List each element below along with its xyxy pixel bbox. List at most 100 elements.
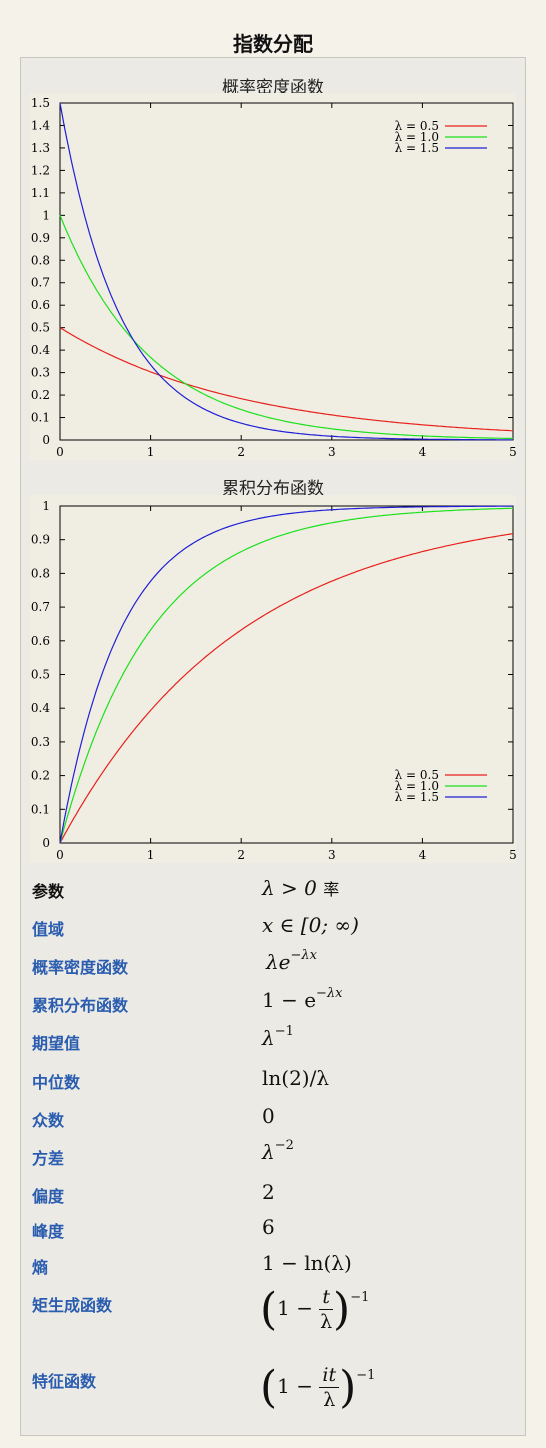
mgf-lead: 1 − [277, 1296, 314, 1320]
pdf-ytick-label-13: 1.3 [31, 141, 50, 155]
prop-value-median: ln(2)/λ [262, 1066, 330, 1090]
cf-fraction: it λ [319, 1363, 340, 1412]
prop-value-cdf-sup: −λx [316, 986, 343, 1002]
page-title: 指数分配 [233, 32, 313, 56]
pdf-series-2-line [59, 102, 513, 441]
pdf-ytick-label-15: 1.5 [31, 96, 50, 110]
prop-value-parameter-suffix: 率 [323, 880, 340, 899]
prop-value-cdf: 1 − e−λx [262, 986, 343, 1012]
pdf-ytick-label-12: 1.2 [31, 163, 50, 177]
pdf-xtick-label-2: 2 [237, 445, 245, 459]
prop-label-variance: 方差 [32, 1149, 65, 1168]
prop-value-parameter-main: λ > 0 [262, 876, 317, 900]
prop-label-mgf: 矩生成函数 [32, 1296, 113, 1315]
prop-value-support-main: x ∈ [0; ∞) [262, 913, 359, 937]
pdf-legend-label-2: λ = 1.5 [395, 141, 439, 155]
cdf-ytick-label-2: 0.2 [31, 769, 50, 783]
prop-label-median: 中位数 [32, 1073, 81, 1092]
pdf-ytick-label-9: 0.9 [31, 231, 50, 245]
prop-value-pdf: λe−λx [266, 948, 317, 974]
prop-value-parameter: λ > 0 率 [262, 876, 339, 900]
cdf-legend-label-1: λ = 1.0 [395, 779, 439, 793]
prop-label-support: 值域 [32, 920, 65, 939]
cdf-ytick-label-0: 0 [42, 836, 50, 850]
mgf-numerator: t [319, 1285, 334, 1310]
cdf-xtick-label-5: 5 [509, 848, 517, 862]
pdf-plot-frame [59, 102, 514, 441]
pdf-ytick-label-1: 0.1 [31, 411, 50, 425]
pdf-xtick-label-0: 0 [56, 445, 64, 459]
cf-numerator: it [319, 1363, 340, 1388]
prop-value-kurtosis: 6 [262, 1215, 275, 1239]
pdf-ytick-label-10: 1 [42, 208, 50, 222]
mgf-exponent: −1 [350, 1290, 370, 1305]
cf-left-paren: ( [260, 1362, 278, 1413]
prop-value-mean: λ−1 [262, 1024, 294, 1050]
pdf-ytick-label-11: 1.1 [31, 186, 50, 200]
pdf-chart: 0 0.1 0.2 0.3 0.4 0.5 0.6 0.7 0.8 0.9 1 1.1 1.2 1.3 1.… [30, 93, 517, 460]
prop-label-mode: 众数 [32, 1111, 65, 1130]
prop-label-entropy: 熵 [32, 1258, 49, 1277]
cdf-series-0-line [59, 533, 514, 844]
pdf-ytick-label-14: 1.4 [31, 118, 50, 132]
cf-exponent: −1 [356, 1368, 376, 1383]
cdf-ytick-label-8: 0.8 [31, 566, 50, 580]
prop-label-mean: 期望值 [32, 1034, 81, 1053]
prop-value-cdf-base: 1 − e [262, 988, 317, 1012]
prop-value-mode: 0 [262, 1104, 275, 1128]
cdf-ytick-label-4: 0.4 [31, 701, 50, 715]
pdf-xtick-label-4: 4 [419, 445, 427, 459]
mgf-left-paren: ( [260, 1284, 278, 1335]
prop-value-pdf-base: λe [266, 950, 291, 974]
prop-value-support: x ∈ [0; ∞) [262, 913, 359, 937]
prop-value-entropy: 1 − ln(λ) [262, 1251, 352, 1275]
cdf-legend-label-2: λ = 1.5 [395, 790, 439, 804]
cdf-xtick-label-2: 2 [237, 848, 245, 862]
cdf-ytick-label-3: 0.3 [31, 735, 50, 749]
prop-value-variance-sup: −2 [274, 1138, 294, 1154]
cdf-background [30, 495, 516, 863]
pdf-ytick-label-2: 0.2 [31, 388, 50, 402]
pdf-xtick-label-5: 5 [509, 445, 517, 459]
pdf-ytick-label-0: 0 [42, 433, 50, 447]
pdf-xtick-label-3: 3 [328, 445, 336, 459]
cdf-ytick-label-10: 1 [42, 499, 50, 513]
prop-label-parameter: 参数 [32, 882, 65, 901]
cdf-xtick-label-4: 4 [419, 848, 427, 862]
cf-denominator: λ [323, 1389, 336, 1411]
prop-value-skewness: 2 [262, 1180, 275, 1204]
cdf-series-2-line [59, 505, 513, 844]
prop-label-skewness: 偏度 [32, 1187, 65, 1206]
cdf-ytick-label-9: 0.9 [31, 533, 50, 547]
prop-label-kurtosis: 峰度 [32, 1222, 65, 1241]
cf-right-paren: ) [339, 1362, 357, 1413]
pdf-ytick-label-7: 0.7 [31, 276, 50, 290]
mgf-right-paren: ) [333, 1284, 351, 1335]
prop-label-cf: 特征函数 [32, 1372, 97, 1391]
cdf-xtick-label-3: 3 [328, 848, 336, 862]
pdf-ytick-label-8: 0.8 [31, 253, 50, 267]
pdf-ytick-label-5: 0.5 [31, 321, 50, 335]
pdf-ytick-label-6: 0.6 [31, 298, 50, 312]
prop-value-mean-sup: −1 [274, 1024, 294, 1040]
cdf-ytick-label-6: 0.6 [31, 634, 50, 648]
pdf-legend-label-0: λ = 0.5 [395, 119, 439, 133]
pdf-ytick-label-3: 0.3 [31, 366, 50, 380]
prop-value-pdf-sup: −λx [290, 948, 317, 964]
prop-value-variance: λ−2 [262, 1138, 294, 1164]
cdf-ytick-label-5: 0.5 [31, 668, 50, 682]
cdf-xtick-label-1: 1 [147, 848, 155, 862]
prop-value-mean-base: λ [262, 1026, 275, 1050]
cdf-legend-label-0: λ = 0.5 [395, 768, 439, 782]
cf-lead: 1 − [277, 1374, 314, 1398]
pdf-ytick-label-4: 0.4 [31, 343, 50, 357]
cdf-chart: 0 0.1 0.2 0.3 0.4 0.5 0.6 0.7 0.8 0.9 1 0 1 2 3 4 5 λ = 0… [30, 495, 517, 863]
pdf-series-0-line [59, 327, 514, 432]
cdf-ytick-label-7: 0.7 [31, 600, 50, 614]
cdf-xtick-label-0: 0 [56, 848, 64, 862]
cdf-ytick-label-1: 0.1 [31, 802, 50, 816]
prop-value-cf: (1 − it λ)−1 [260, 1362, 375, 1413]
cdf-series-1-line [59, 507, 513, 844]
prop-label-cdf: 累积分布函数 [32, 996, 129, 1015]
